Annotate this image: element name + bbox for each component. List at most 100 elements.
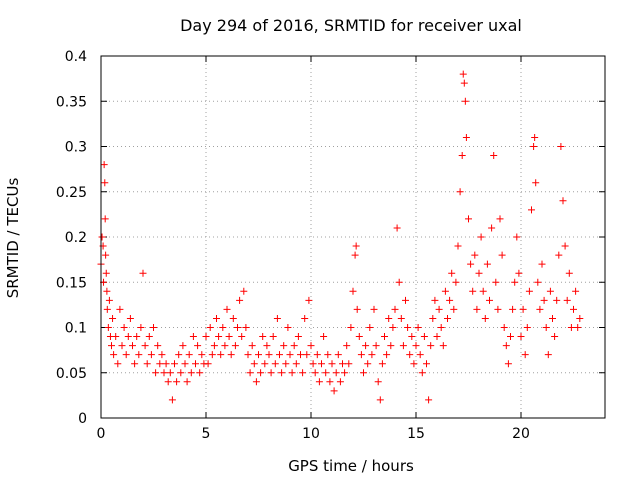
data-point [267,369,275,377]
data-point [273,314,281,322]
data-point [198,351,206,359]
data-point [387,342,395,350]
data-point [576,314,584,322]
data-point [208,351,216,359]
data-point [465,215,472,223]
y-tick-label: 0.1 [65,321,87,337]
x-axis-label: GPS time / hours [288,457,414,475]
data-point [536,305,544,313]
x-tick-label: 5 [202,426,211,442]
data-point [244,351,252,359]
data-point [103,305,111,313]
data-point [334,351,342,359]
data-point [406,351,414,359]
data-point [437,324,445,331]
data-point [509,305,517,313]
data-point [349,287,357,295]
y-tick-label: 0.25 [56,185,87,201]
data-point [135,351,143,359]
data-point [307,342,315,350]
data-point [486,296,493,304]
data-point [530,143,538,150]
data-point [252,378,260,386]
data-point [204,360,212,368]
data-point [294,333,302,341]
data-point [187,369,195,377]
y-tick-label: 0.35 [56,94,87,110]
data-point [507,333,514,341]
data-point [364,360,372,368]
data-point [378,360,386,368]
y-tick-label: 0.05 [56,366,87,382]
data-point [104,324,112,331]
x-tick-label: 15 [407,426,425,442]
data-point [210,342,218,350]
data-point [261,360,269,368]
data-point [231,342,239,350]
data-point [101,215,109,223]
data-point [265,351,273,359]
data-point [565,269,573,277]
data-point [414,324,422,331]
data-point [102,269,110,277]
data-point [404,324,412,331]
data-point [177,369,185,377]
y-tick-label: 0.2 [65,230,87,246]
data-point [152,369,160,377]
data-point [257,369,265,377]
data-point [475,269,483,277]
data-point [368,351,376,359]
data-point [227,351,235,359]
data-point [551,333,559,341]
data-point [572,287,580,295]
data-point [288,369,296,377]
data-point [519,305,527,313]
data-point [185,351,193,359]
data-point [393,224,401,232]
data-point [412,342,420,350]
data-point [433,333,441,341]
data-point [376,396,384,404]
data-point [366,324,374,331]
data-point [318,360,325,368]
data-point [557,143,565,150]
data-point [549,314,556,322]
data-point [559,197,567,205]
data-point [284,324,292,331]
data-point [502,342,510,350]
data-point [328,360,336,368]
data-point [124,333,132,341]
data-point [483,260,491,268]
data-point [175,351,183,359]
x-tick-label: 20 [512,426,530,442]
data-point [385,314,393,322]
data-point [137,324,145,331]
data-point [162,360,170,368]
data-point [496,215,504,223]
data-point [154,342,162,350]
data-point [479,287,487,295]
data-point [181,360,189,368]
data-point [353,305,361,313]
data-point [248,342,256,350]
data-point [166,369,174,377]
data-point [122,351,130,359]
data-point [213,314,220,322]
data-point [103,287,111,295]
data-point [469,287,477,295]
data-point [542,324,550,331]
data-point [116,305,124,313]
data-point [492,278,500,286]
data-point [173,378,181,386]
data-point [563,296,571,304]
y-tick-label: 0 [78,411,87,427]
data-point [276,351,283,359]
data-point [286,351,294,359]
data-point [269,333,277,341]
data-point [357,351,365,359]
data-point [471,251,479,259]
data-point [352,242,360,250]
data-point [263,342,271,350]
data-point [345,360,353,368]
